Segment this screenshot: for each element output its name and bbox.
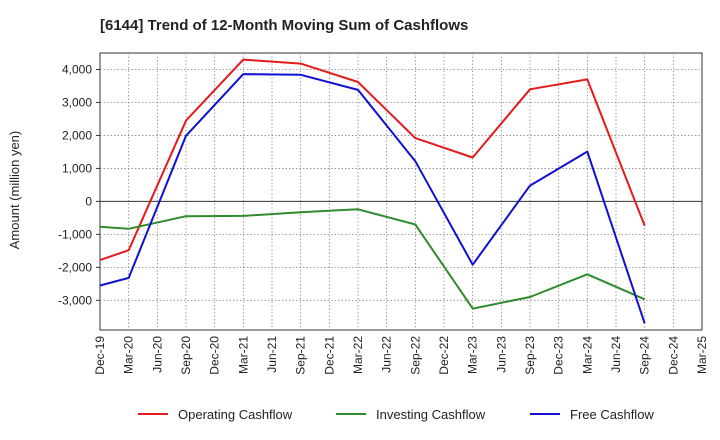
y-tick-label: -3,000 <box>58 293 92 307</box>
y-tick-label: -1,000 <box>58 227 92 241</box>
chart-title: [6144] Trend of 12-Month Moving Sum of C… <box>100 17 468 34</box>
y-tick-label: 0 <box>85 194 92 208</box>
y-axis-label: Amount (million yen) <box>7 131 22 250</box>
y-tick-label: 1,000 <box>62 161 92 175</box>
x-tick-label: Mar-21 <box>236 336 250 374</box>
x-tick-label: Jun-22 <box>380 336 394 373</box>
x-tick-label: Dec-20 <box>208 336 222 375</box>
x-tick-label: Mar-25 <box>695 336 709 374</box>
y-tick-label: -2,000 <box>58 260 92 274</box>
series-line-operating-cashflow <box>99 58 646 262</box>
series-line-free-cashflow <box>99 73 646 324</box>
axes: Dec-19 Mar-20 Jun-20 Sep-20 Dec-20 Mar-21 Jun-… <box>58 62 709 374</box>
x-tick-label: Sep-20 <box>179 336 193 375</box>
x-tick-label: Sep-23 <box>523 336 537 375</box>
plot-frame <box>99 52 703 331</box>
series-lines <box>99 58 646 324</box>
legend-label-investing-cashflow: Investing Cashflow <box>376 407 486 422</box>
x-tick-label: Mar-24 <box>580 336 594 374</box>
x-tick-label: Jun-20 <box>150 336 164 373</box>
series-line-investing-cashflow <box>99 208 646 310</box>
y-tick-label: 4,000 <box>62 62 92 76</box>
x-tick-label: Sep-21 <box>294 336 308 375</box>
x-tick-label: Sep-22 <box>408 336 422 375</box>
x-tick-label: Jun-21 <box>265 336 279 373</box>
x-tick-label: Jun-24 <box>609 336 623 373</box>
legend-label-free-cashflow: Free Cashflow <box>570 407 654 422</box>
grid <box>99 52 703 331</box>
x-tick-label: Mar-23 <box>466 336 480 374</box>
y-tick-label: 2,000 <box>62 128 92 142</box>
legend-label-operating-cashflow: Operating Cashflow <box>178 407 293 422</box>
x-tick-label: Jun-23 <box>494 336 508 373</box>
x-tick-label: Mar-20 <box>122 336 136 374</box>
x-tick-label: Dec-21 <box>322 336 336 375</box>
x-tick-label: Dec-24 <box>666 336 680 375</box>
legend: Operating Cashflow Investing Cashflow Free… <box>138 407 654 422</box>
x-tick-label: Mar-22 <box>351 336 365 374</box>
x-tick-label: Sep-24 <box>638 336 652 375</box>
x-tick-label: Dec-19 <box>93 336 107 375</box>
x-tick-label: Dec-22 <box>437 336 451 375</box>
x-tick-label: Dec-23 <box>552 336 566 375</box>
y-tick-label: 3,000 <box>62 95 92 109</box>
